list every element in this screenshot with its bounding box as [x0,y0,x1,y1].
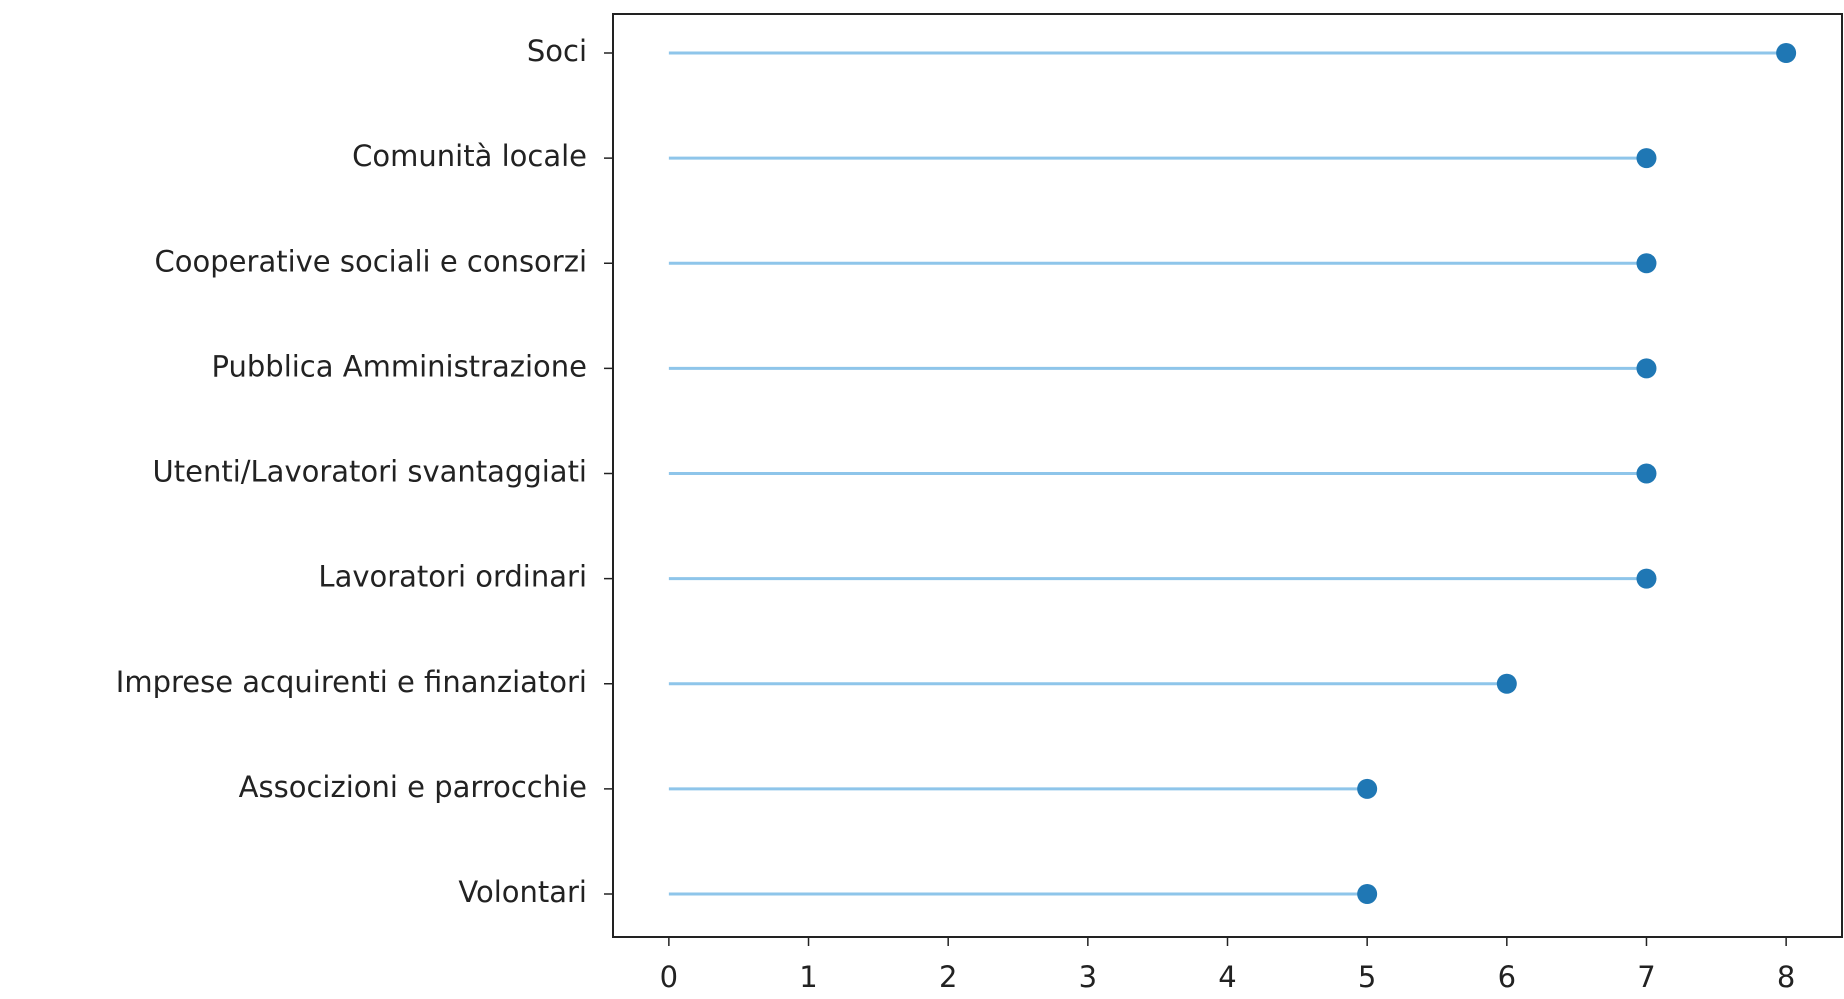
x-tick-label: 6 [1498,960,1516,994]
y-tick-label: Pubblica Amministrazione [212,349,587,383]
y-tick-label: Comunità locale [352,139,587,173]
marker [1357,778,1378,799]
y-tick-label: Soci [527,34,587,68]
x-tick-label: 3 [1079,960,1097,994]
y-tick-label: Cooperative sociali e consorzi [155,244,587,278]
y-tick-label: Utenti/Lavoratori svantaggiati [153,455,588,489]
x-tick-label: 8 [1777,960,1795,994]
x-tick-label: 5 [1358,960,1376,994]
y-tick-label: Associzioni e parrocchie [239,770,587,804]
x-tick-label: 1 [799,960,817,994]
marker [1357,884,1378,904]
axes-frame [612,13,1843,938]
marker [1636,148,1657,169]
marker [1636,568,1657,589]
y-tick-label: Lavoratori ordinari [318,560,587,594]
y-tick-label: Imprese acquirenti e finanziatori [116,665,587,699]
y-tick-label: Volontari [458,875,587,909]
marker [1636,358,1657,379]
marker [1636,463,1657,484]
x-tick-label: 2 [939,960,957,994]
x-tick-label: 4 [1218,960,1236,994]
x-tick-label: 0 [660,960,678,994]
marker [1636,253,1657,274]
marker [1776,43,1797,63]
x-tick-label: 7 [1637,960,1655,994]
marker [1496,673,1517,694]
